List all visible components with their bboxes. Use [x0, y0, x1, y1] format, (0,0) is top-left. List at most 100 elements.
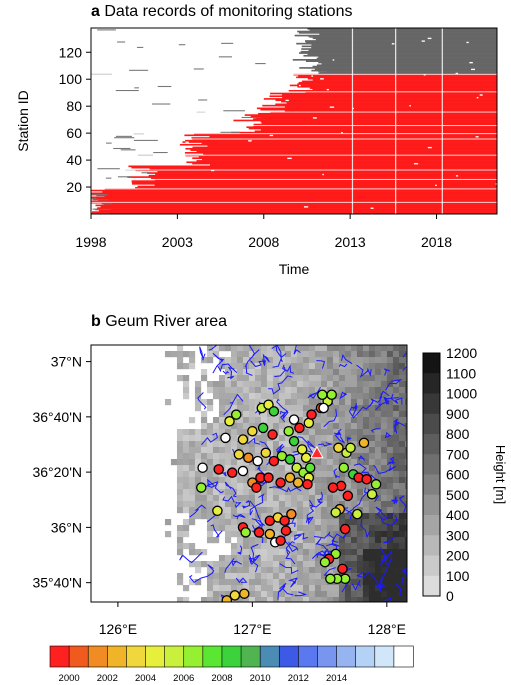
elevation-cell	[398, 381, 406, 388]
elevation-cell	[218, 555, 226, 562]
elevation-cell	[212, 513, 220, 520]
station-record-row	[275, 99, 497, 102]
elevation-cell	[218, 393, 226, 400]
elevation-cell	[290, 531, 298, 538]
panel-a-title: a Data records of monitoring stations	[91, 3, 352, 21]
elevation-cell	[230, 579, 238, 586]
elevation-cell	[218, 471, 226, 478]
monitoring-station-marker	[333, 442, 344, 454]
elevation-cell	[236, 489, 244, 496]
elevation-cell	[296, 579, 304, 586]
elevation-cell	[380, 369, 388, 376]
elevation-cell	[356, 579, 364, 586]
elevation-cell	[200, 597, 208, 602]
elevation-cell	[398, 483, 406, 490]
elevation-cell	[374, 393, 382, 400]
elevation-cell	[260, 375, 268, 382]
station-record-row	[281, 100, 497, 103]
elevation-cell	[302, 381, 310, 388]
elevation-cell	[332, 381, 340, 388]
elevation-cell	[254, 579, 262, 586]
partial-record	[129, 69, 149, 71]
elevation-cell	[308, 447, 316, 454]
elevation-cell	[242, 351, 250, 358]
elevation-cell	[380, 495, 388, 502]
elevation-cell	[398, 345, 406, 352]
station-record-row	[314, 68, 497, 71]
elevation-cell	[236, 405, 244, 412]
elevation-cell	[230, 495, 238, 502]
river-segment	[285, 541, 295, 555]
lat-tick-label: 36°N	[51, 519, 82, 535]
elevation-cell	[182, 387, 190, 394]
elevation-cell	[368, 561, 376, 568]
elevation-cell	[260, 597, 268, 602]
elevation-cell	[404, 429, 407, 436]
elevation-cell	[272, 393, 280, 400]
elevation-cell	[332, 423, 340, 430]
year-color-box	[259, 645, 280, 668]
elevation-cell	[236, 423, 244, 430]
record-gap	[370, 207, 374, 209]
elevation-cell	[284, 597, 292, 602]
elevation-cell	[188, 435, 196, 442]
elevation-cell	[218, 357, 226, 364]
elevation-cell	[176, 531, 184, 538]
elevation-cell	[344, 459, 352, 466]
river-segment	[379, 550, 393, 582]
elevation-cell	[356, 501, 364, 508]
station-record-row	[131, 166, 497, 169]
x-tick-label: 2018	[421, 234, 452, 250]
elevation-cell	[338, 417, 346, 424]
elevation-cell	[386, 441, 394, 448]
elevation-cell	[248, 507, 256, 514]
station-record-row	[309, 87, 497, 89]
elevation-cell	[338, 495, 346, 502]
elevation-cell	[332, 495, 340, 502]
elevation-cell	[398, 501, 406, 508]
elevation-cell	[338, 387, 346, 394]
elevation-cell	[392, 501, 400, 508]
elevation-cell	[386, 369, 394, 376]
river-segment	[399, 495, 407, 514]
river-segment	[269, 486, 302, 493]
river-segment	[373, 464, 397, 475]
river-segment	[391, 496, 399, 505]
elevation-cell	[314, 549, 322, 556]
elevation-cell	[374, 549, 382, 556]
elevation-cell	[332, 489, 340, 496]
elevation-cell	[362, 375, 370, 382]
elevation-cell	[206, 597, 214, 602]
elevation-cell	[338, 369, 346, 376]
elevation-cell	[386, 345, 394, 352]
elevation-cell	[320, 471, 328, 478]
station-record-row	[297, 30, 497, 33]
elevation-cell	[164, 399, 172, 406]
elevation-cell	[260, 531, 268, 538]
partial-record	[97, 29, 116, 31]
elevation-cell	[314, 573, 322, 580]
elevation-cell	[380, 429, 388, 436]
elevation-cell	[278, 345, 286, 352]
x-tick-label: 1998	[75, 234, 106, 250]
missing-period-line	[395, 28, 397, 214]
elevation-cell	[368, 411, 376, 418]
elevation-cell	[266, 543, 274, 550]
elevation-cell	[194, 387, 202, 394]
elevation-cell	[398, 435, 406, 442]
elevation-cell	[344, 375, 352, 382]
elevation-cell	[308, 591, 316, 598]
station-record-row	[289, 84, 497, 87]
elevation-cell	[392, 573, 400, 580]
height-tick-label: 1000	[446, 386, 477, 402]
elevation-cell	[182, 453, 190, 460]
height-color-step	[423, 434, 440, 455]
elevation-cell	[368, 429, 376, 436]
elevation-cell	[266, 579, 274, 586]
elevation-cell	[368, 381, 376, 388]
elevation-cell	[200, 549, 208, 556]
elevation-cell	[356, 453, 364, 460]
elevation-cell	[224, 447, 232, 454]
elevation-cell	[368, 549, 376, 556]
elevation-cell	[308, 549, 316, 556]
